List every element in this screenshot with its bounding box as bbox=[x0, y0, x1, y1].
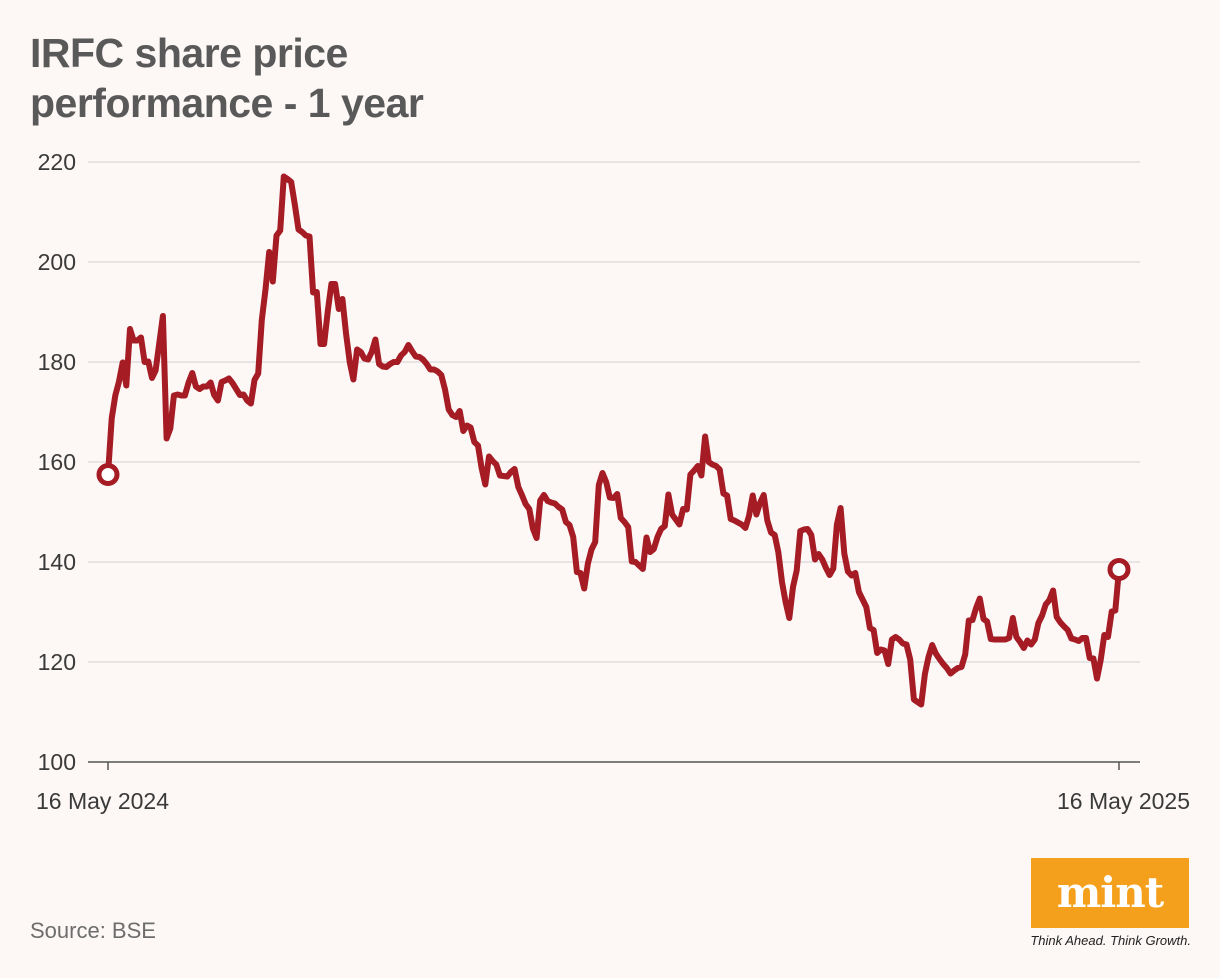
y-tick-label-100: 100 bbox=[38, 749, 76, 775]
y-tick-label-180: 180 bbox=[38, 349, 76, 375]
x-axis: 16 May 2024 16 May 2025 bbox=[36, 762, 1190, 814]
y-tick-label-200: 200 bbox=[38, 249, 76, 275]
gridlines: 100 120 140 160 180 200 220 bbox=[38, 149, 1140, 775]
y-tick-label-220: 220 bbox=[38, 149, 76, 175]
y-tick-label-120: 120 bbox=[38, 649, 76, 675]
mint-logo: mint bbox=[1031, 858, 1189, 928]
y-tick-label-140: 140 bbox=[38, 549, 76, 575]
x-tick-label-1: 16 May 2025 bbox=[1057, 788, 1190, 814]
chart-title: IRFC share price performance - 1 year bbox=[30, 30, 424, 126]
series-layer bbox=[96, 173, 1131, 708]
start-point-marker bbox=[96, 463, 120, 486]
source-note: Source: BSE bbox=[30, 918, 156, 943]
x-tick-label-0: 16 May 2024 bbox=[36, 788, 169, 814]
logo-wordmark: mint bbox=[1056, 868, 1164, 917]
price-line bbox=[105, 173, 1122, 708]
logo-tagline: Think Ahead. Think Growth. bbox=[1030, 933, 1191, 948]
end-point-marker bbox=[1107, 558, 1131, 581]
y-tick-label-160: 160 bbox=[38, 449, 76, 475]
